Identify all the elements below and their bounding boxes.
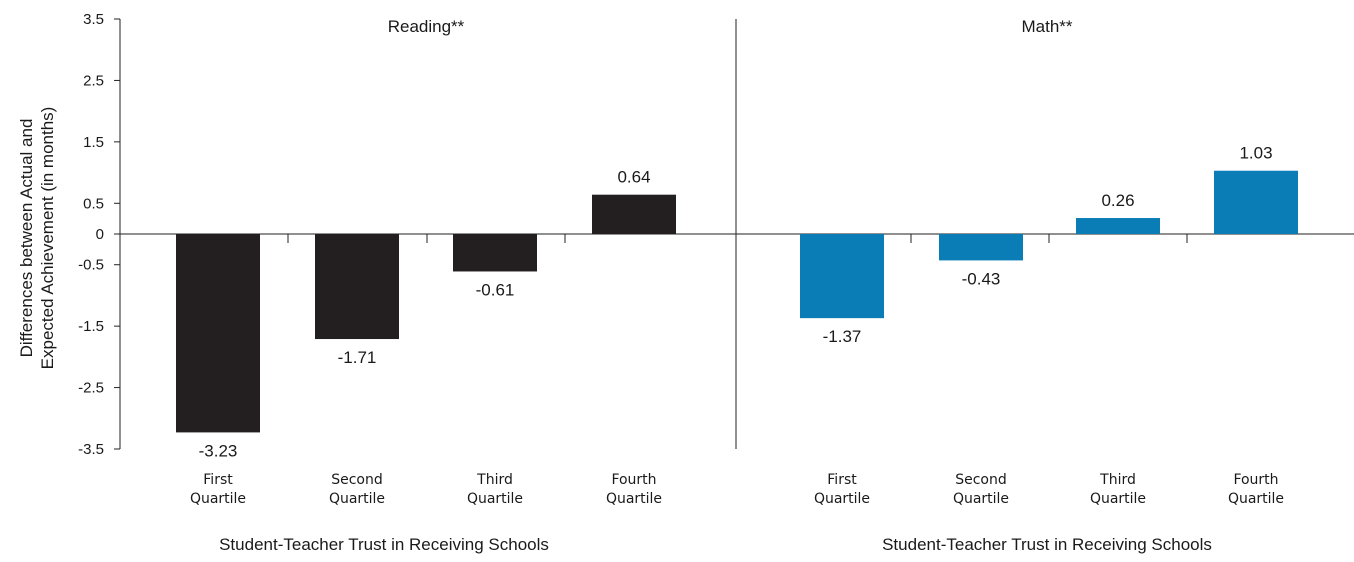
- y-tick-label: 0: [96, 226, 104, 243]
- y-axis-title-line: Expected Achievement (in months): [38, 107, 57, 370]
- x-tick-label: Quartile: [1228, 491, 1284, 507]
- data-label: -3.23: [199, 441, 238, 460]
- x-tick-label: Quartile: [1090, 491, 1146, 507]
- data-label: -0.61: [476, 280, 515, 299]
- x-tick-label: Quartile: [190, 491, 246, 507]
- bar: [1076, 218, 1160, 234]
- data-label: 0.26: [1101, 191, 1134, 210]
- bar: [315, 234, 399, 340]
- data-label: 0.64: [617, 168, 650, 187]
- x-tick-label: Second: [955, 472, 1007, 488]
- bar: [453, 234, 537, 272]
- y-axis-title-line: Differences between Actual and: [17, 119, 36, 358]
- bar: [1214, 170, 1298, 234]
- y-tick-label: 1.5: [83, 134, 104, 151]
- x-axis-title: Student-Teacher Trust in Receiving Schoo…: [219, 535, 549, 554]
- x-tick-label: Quartile: [606, 491, 662, 507]
- x-tick-label: Quartile: [467, 491, 523, 507]
- bar: [800, 234, 884, 319]
- y-tick-label: -2.5: [78, 380, 104, 397]
- panel-title: Math**: [1021, 17, 1072, 36]
- x-tick-label: Quartile: [814, 491, 870, 507]
- data-label: -1.37: [823, 327, 862, 346]
- y-tick-label: -3.5: [78, 441, 104, 458]
- panel-title: Reading**: [388, 17, 465, 36]
- data-label: 1.03: [1239, 144, 1272, 163]
- data-label: -0.43: [962, 269, 1001, 288]
- y-tick-label: 0.5: [83, 195, 104, 212]
- x-tick-label: Third: [1099, 472, 1136, 488]
- bar: [176, 234, 260, 433]
- y-axis-title: Differences between Actual and Expected A…: [17, 107, 57, 370]
- y-tick-label: 2.5: [83, 72, 104, 89]
- bar: [939, 234, 1023, 261]
- x-tick-label: First: [203, 472, 233, 488]
- x-tick-label: Third: [476, 472, 513, 488]
- y-tick-label: -1.5: [78, 318, 104, 335]
- x-tick-label: First: [827, 472, 857, 488]
- y-tick-label: 3.5: [83, 11, 104, 28]
- x-tick-label: Fourth: [1233, 472, 1278, 488]
- x-axis-title: Student-Teacher Trust in Receiving Schoo…: [882, 535, 1212, 554]
- data-label: -1.71: [338, 348, 377, 367]
- bar: [592, 194, 676, 234]
- x-tick-label: Quartile: [953, 491, 1009, 507]
- x-tick-label: Fourth: [611, 472, 656, 488]
- x-tick-label: Second: [331, 472, 383, 488]
- x-tick-label: Quartile: [329, 491, 385, 507]
- y-tick-label: -0.5: [78, 257, 104, 274]
